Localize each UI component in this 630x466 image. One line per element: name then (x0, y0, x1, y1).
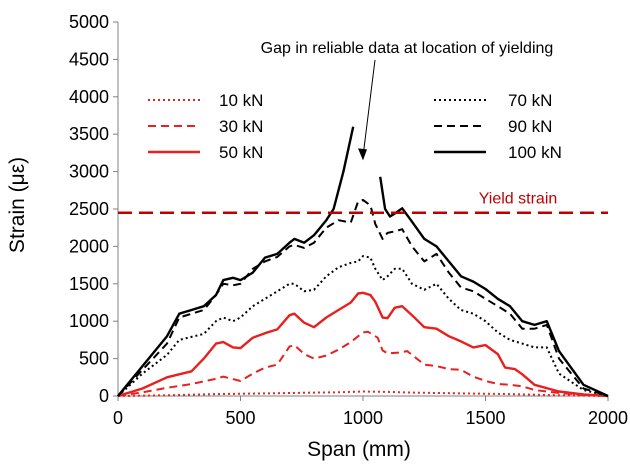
legend-label: 30 kN (219, 117, 263, 136)
series-line-50-kn (117, 291, 609, 398)
annotations: Yield strain Gap in reliable data at loca… (118, 40, 608, 214)
gap-arrow-line (362, 59, 376, 157)
x-tick-label: 0 (113, 408, 123, 428)
y-tick-label: 4500 (69, 49, 109, 69)
y-tick-label: 2000 (69, 236, 109, 256)
series-line-70-kn (117, 255, 609, 397)
y-tick-label: 1500 (69, 274, 109, 294)
series-line-100-kn (117, 126, 609, 398)
y-tick-label: 3500 (69, 124, 109, 144)
plot-axes (117, 22, 608, 397)
x-tick-label: 2000 (588, 408, 628, 428)
legend: 10 kN 30 kN 50 kN 70 kN 90 kN 100 kN (148, 91, 562, 162)
x-axis-label: Span (mm) (307, 438, 411, 461)
legend-label: 100 kN (508, 143, 562, 162)
legend-label: 90 kN (508, 117, 552, 136)
y-tick-label: 4000 (69, 87, 109, 107)
series-line-30-kn (117, 330, 609, 397)
series-line-10-kn (117, 390, 609, 397)
series-lines (117, 126, 609, 398)
series-line-90-kn (117, 199, 609, 397)
y-tick-label: 0 (99, 386, 109, 406)
y-axis-label: Strain (με) (6, 157, 29, 253)
y-tick-label: 1000 (69, 311, 109, 331)
x-tick-label: 500 (225, 408, 255, 428)
x-tick-label: 1500 (465, 408, 505, 428)
tick-labels: 0 500 1000 1500 2000 0 500 1000 1500 2000 2500 3000… (69, 12, 628, 428)
gap-annotation-text: Gap in reliable data at location of yiel… (261, 40, 554, 57)
legend-label: 50 kN (219, 143, 263, 162)
y-tick-label: 3000 (69, 162, 109, 182)
y-tick-label: 500 (79, 349, 109, 369)
legend-label: 70 kN (508, 91, 552, 110)
x-tick-label: 1000 (343, 408, 383, 428)
legend-label: 10 kN (219, 91, 263, 110)
gap-arrow-head (358, 148, 367, 161)
yield-strain-label: Yield strain (479, 191, 558, 208)
y-tick-label: 5000 (69, 12, 109, 32)
y-tick-label: 2500 (69, 199, 109, 219)
